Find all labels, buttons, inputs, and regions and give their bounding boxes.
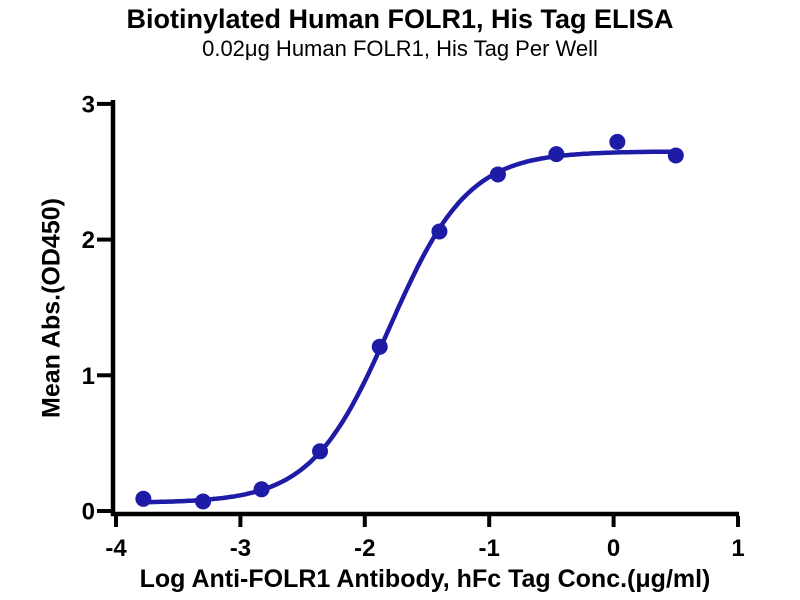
y-tick-label: 1 [82,363,95,390]
x-tick-label: 1 [731,535,744,562]
x-tick-label: 0 [607,535,620,562]
y-tick-label: 3 [82,91,95,118]
data-point [667,147,684,164]
x-tick-label: -4 [105,535,127,562]
axis-frame [110,100,739,517]
y-tick-label: 2 [82,227,95,254]
data-point [135,490,152,507]
data-point [253,481,270,498]
data-point [431,223,448,240]
x-tick-label: -1 [479,535,500,562]
y-axis-label: Mean Abs.(OD450) [37,198,66,418]
data-point [609,133,626,150]
x-axis-label: Log Anti-FOLR1 Antibody, hFc Tag Conc.(μ… [139,565,711,593]
fit-curve [141,149,679,505]
x-tick-label: -3 [230,535,251,562]
data-point [312,443,329,460]
data-point [548,146,565,163]
y-tick-label: 0 [82,499,95,526]
data-point [371,338,388,355]
data-point [195,493,212,510]
chart-title: Biotinylated Human FOLR1, His Tag ELISA [126,4,674,34]
x-tick-label: -2 [354,535,375,562]
chart-subtitle: 0.02μg Human FOLR1, His Tag Per Well [202,36,598,61]
data-point [489,166,506,183]
